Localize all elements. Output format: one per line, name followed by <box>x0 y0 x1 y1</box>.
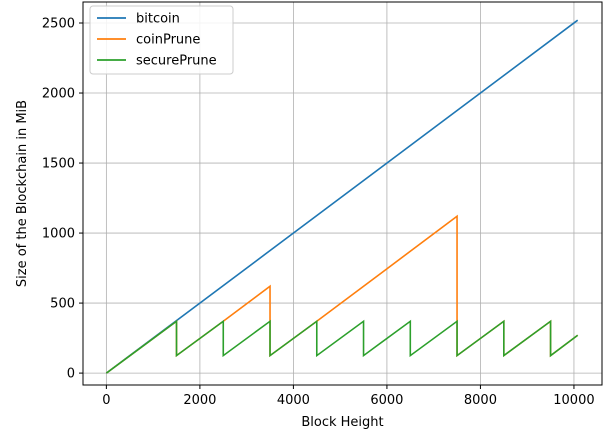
y-tick-label: 0 <box>67 367 75 382</box>
x-tick-label: 10000 <box>553 393 594 408</box>
legend-entry-securePrune: securePrune <box>136 54 217 69</box>
legend-box <box>89 5 234 75</box>
x-tick-label: 4000 <box>277 393 310 408</box>
y-tick-label: 1500 <box>42 157 75 172</box>
y-tick-label: 500 <box>50 297 75 312</box>
plot-frame <box>82 1 603 386</box>
series-lines <box>105 19 579 374</box>
x-tick-label: 0 <box>102 393 110 408</box>
x-axis-label: Block Height <box>301 415 383 430</box>
y-tick-label: 2000 <box>42 87 75 102</box>
series-line-bitcoin <box>105 19 579 374</box>
x-tick-label: 2000 <box>183 393 216 408</box>
legend: bitcoin coinPrune securePrune <box>89 5 234 75</box>
legend-entry-bitcoin: bitcoin <box>136 12 180 27</box>
series-line-securePrune <box>105 319 579 374</box>
y-tick-label: 1000 <box>42 227 75 242</box>
legend-entry-coinPrune: coinPrune <box>136 33 200 48</box>
axis-ticks: 0 2000 4000 6000 8000 10000 0 500 1000 1500 2000 25… <box>42 17 595 408</box>
y-axis-label: Size of the Blockchain in MiB <box>15 100 30 287</box>
x-tick-label: 6000 <box>370 393 403 408</box>
y-tick-label: 2500 <box>42 17 75 32</box>
x-tick-label: 8000 <box>464 393 497 408</box>
